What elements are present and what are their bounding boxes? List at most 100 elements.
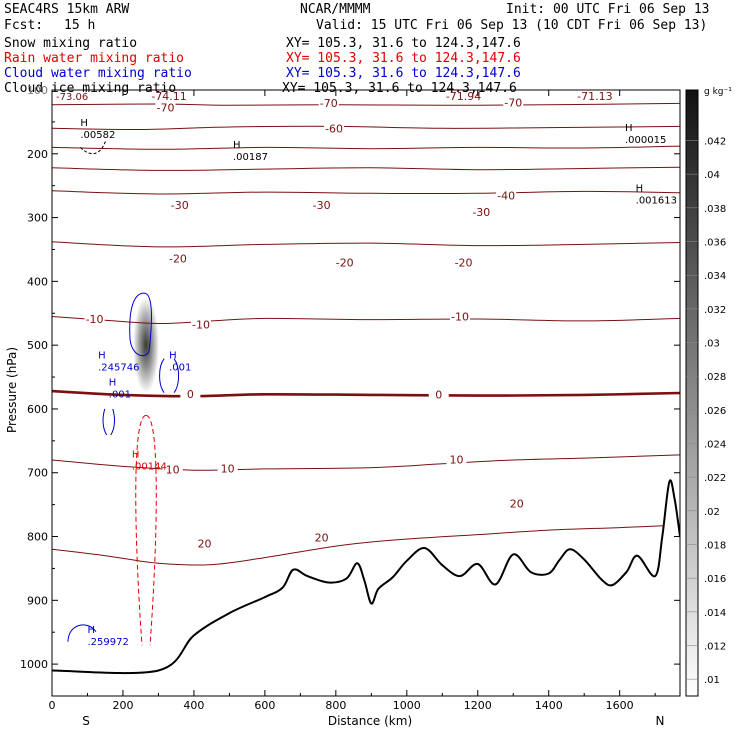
isotherm-label-20: 20 <box>315 531 329 544</box>
isotherm-label-4: -40 <box>497 189 515 202</box>
y-axis-label: Pressure (hPa) <box>5 347 19 433</box>
colorbar-label-9: .028 <box>704 372 726 383</box>
colorbar <box>685 89 699 697</box>
colorbar-label-12: .034 <box>704 271 726 282</box>
isotherm-label-9: -20 <box>336 256 354 269</box>
extremum-value-3: .001613 <box>636 196 677 207</box>
extremum-value-5: .001 <box>169 363 191 374</box>
y-top-label: 100 <box>27 84 48 97</box>
y-tick-label-600: 600 <box>27 403 48 416</box>
colorbar-label-14: .038 <box>704 204 726 215</box>
y-tick-label-900: 900 <box>27 594 48 607</box>
isotherm-label-5: -30 <box>171 199 189 212</box>
isotherm-label-bg <box>311 532 332 544</box>
isotherm-label-bg <box>446 454 467 466</box>
top-left-label: -73.06 <box>56 92 88 103</box>
y-tick-label-1000: 1000 <box>20 658 48 671</box>
x-tick-label-800: 800 <box>325 699 346 712</box>
isotherm-label-bg <box>318 97 339 109</box>
field-name-rain: Rain water mixing ratio <box>4 51 185 66</box>
x-tick-label-0: 0 <box>49 699 56 712</box>
isotherm-m30 <box>52 190 680 195</box>
field-xy-rain: XY= 105.3, 31.6 to 124.3,147.6 <box>286 51 521 66</box>
end-label-right: N <box>656 714 665 728</box>
isotherm-label-bg <box>334 257 355 269</box>
top-label-1: -71.94 <box>446 90 481 103</box>
extremum-marker-4: H <box>98 351 106 362</box>
extremum-marker-7: H <box>132 450 140 461</box>
extremum-value-4: .245746 <box>98 363 139 374</box>
isotherm-m10 <box>52 316 680 325</box>
colorbar-label-7: .024 <box>704 440 726 451</box>
x-tick-label-1000: 1000 <box>393 699 421 712</box>
terrain-line <box>52 479 680 675</box>
isotherm-label-7: -30 <box>472 206 490 219</box>
colorbar-label-1: .012 <box>704 642 726 653</box>
cloud-water-contour <box>129 292 152 357</box>
x-tick-label-600: 600 <box>254 699 275 712</box>
isotherm-m70 <box>52 102 680 106</box>
extremum-value-2: .000015 <box>625 135 666 146</box>
isotherm-m40 <box>52 166 680 171</box>
isotherm-label-17: 10 <box>221 462 235 475</box>
cloud-water-contour-east <box>159 358 180 393</box>
center-title: NCAR/MMMM <box>300 2 371 17</box>
isotherm-label-bg <box>496 190 517 202</box>
isotherm-label-bg <box>194 538 215 550</box>
plot-frame <box>51 89 681 697</box>
isotherm-label-15: 0 <box>435 388 442 401</box>
extremum-marker-5: H <box>169 351 177 362</box>
init-time: Init: 00 UTC Fri 06 Sep 13 <box>506 2 710 17</box>
valid-time: Valid: 15 UTC Fri 06 Sep 13 (10 CDT Fri … <box>316 18 708 33</box>
x-tick-label-1400: 1400 <box>535 699 563 712</box>
isotherm-label-3: -60 <box>325 122 343 135</box>
x-tick-label-200: 200 <box>112 699 133 712</box>
isotherm-m20 <box>52 241 680 248</box>
colorbar-label-13: .036 <box>704 238 726 249</box>
extremum-marker-0: H <box>80 118 88 129</box>
isotherm-10 <box>52 454 680 471</box>
isotherm-label-bg <box>428 389 449 401</box>
isotherm-label-bg <box>155 102 176 114</box>
isotherm-label-12: -10 <box>192 318 210 331</box>
isotherm-label-bg <box>453 257 474 269</box>
isotherm-label-bg <box>471 207 492 219</box>
isotherm-label-8: -20 <box>169 253 187 266</box>
cloud-water-contour-low <box>102 408 116 436</box>
top-label-2: -71.13 <box>577 90 612 103</box>
y-tick-label-800: 800 <box>27 531 48 544</box>
colorbar-label-0: .01 <box>704 675 720 686</box>
colorbar-label-5: .02 <box>704 507 720 518</box>
isotherm-label-1: -70 <box>320 97 338 110</box>
isotherm-label-11: -10 <box>86 313 104 326</box>
isotherm-label-bg <box>503 97 524 109</box>
isotherm-label-13: -10 <box>451 311 469 324</box>
field-xy-cloud-water: XY= 105.3, 31.6 to 124.3,147.6 <box>286 66 521 81</box>
end-label-left: S <box>82 714 90 728</box>
colorbar-label-15: .04 <box>704 170 720 181</box>
field-xy-snow: XY= 105.3, 31.6 to 124.3,147.6 <box>286 36 521 51</box>
isotherm-label-0: -70 <box>157 101 175 114</box>
colorbar-label-8: .026 <box>704 406 726 417</box>
colorbar-label-10: .03 <box>704 339 720 350</box>
y-tick-label-400: 400 <box>27 275 48 288</box>
extremum-marker-1: H <box>233 140 241 151</box>
colorbar-label-16: .042 <box>704 137 726 148</box>
isotherm-label-16: 10 <box>166 464 180 477</box>
forecast-label: Fcst: <box>4 18 44 33</box>
extremum-marker-6: H <box>109 377 117 388</box>
isotherm-label-bg <box>217 463 238 475</box>
colorbar-label-3: .016 <box>704 574 726 585</box>
isotherm-label-bg <box>311 200 332 212</box>
colorbar-unit: g kg⁻¹ <box>704 87 732 97</box>
extremum-marker-8: H <box>87 625 95 636</box>
isotherm-label-21: 20 <box>510 498 524 511</box>
colorbar-label-11: .032 <box>704 305 726 316</box>
isotherm-label-14: 0 <box>187 388 194 401</box>
field-name-cloud-water: Cloud water mixing ratio <box>4 66 192 81</box>
isotherm-label-bg <box>506 498 527 510</box>
isotherm-label-19: 20 <box>198 538 212 551</box>
y-tick-label-700: 700 <box>27 467 48 480</box>
x-tick-label-400: 400 <box>183 699 204 712</box>
isotherm-label-bg <box>180 388 201 400</box>
